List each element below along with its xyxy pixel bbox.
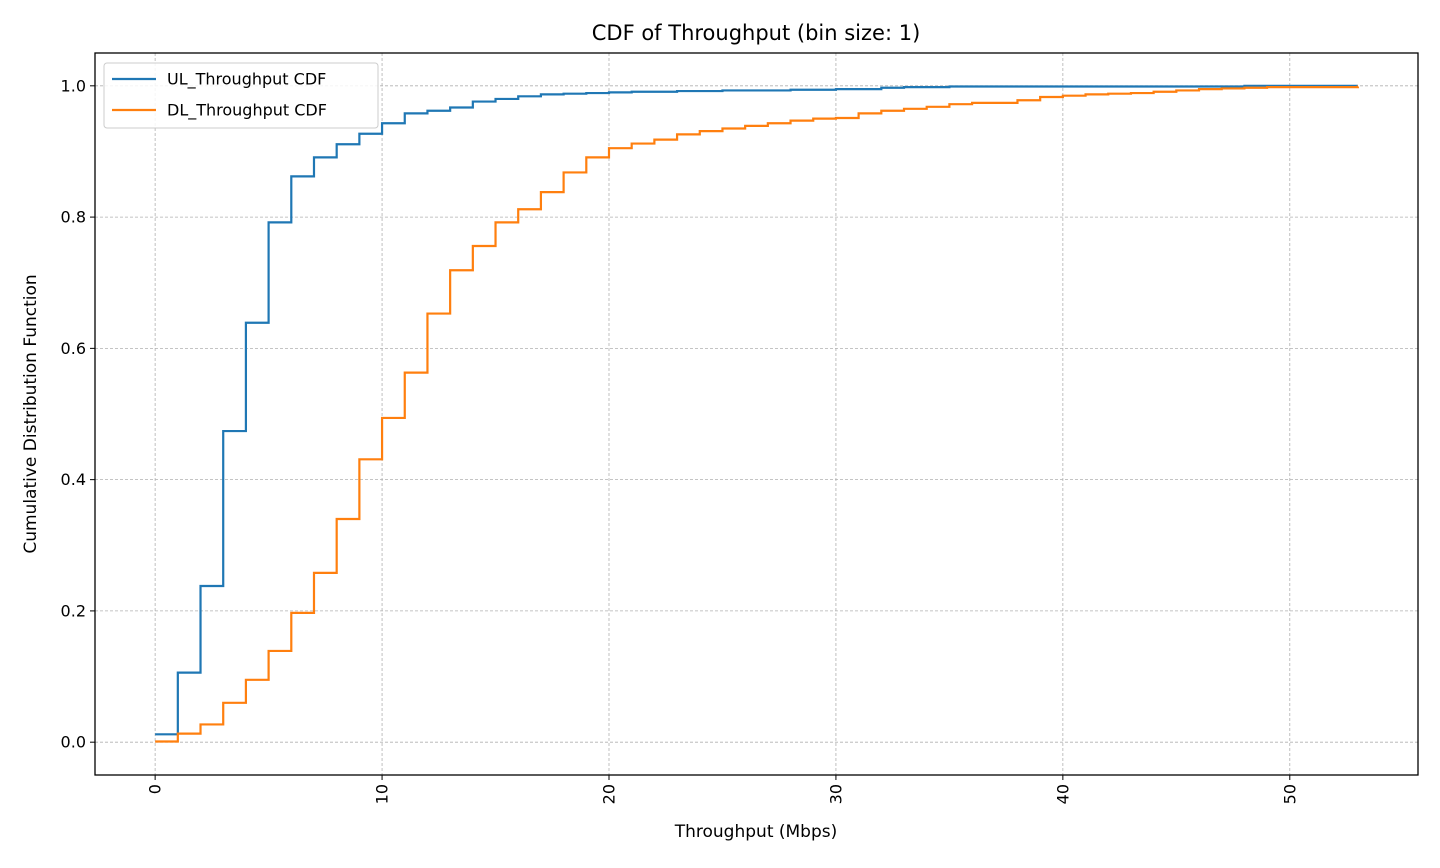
x-tick-label: 40 xyxy=(1053,784,1072,804)
series-layer xyxy=(155,84,1359,743)
y-tick-label: 1.0 xyxy=(61,76,86,95)
plot-frame xyxy=(94,52,1419,776)
legend: UL_Throughput CDF DL_Throughput CDF xyxy=(103,62,379,129)
dl-throughput-cdf-line xyxy=(155,85,1359,743)
y-tick-label: 0.4 xyxy=(61,470,86,489)
x-tick-label: 30 xyxy=(826,784,845,804)
x-tick-label: 10 xyxy=(373,784,392,804)
legend-box xyxy=(103,62,379,129)
legend-label: UL_Throughput CDF xyxy=(167,70,326,90)
x-axis-ticks: 0 10 20 30 40 50 xyxy=(146,775,1299,804)
ul-throughput-cdf-line xyxy=(155,84,1358,736)
x-tick-label: 0 xyxy=(146,784,165,794)
x-tick-label: 50 xyxy=(1280,784,1299,804)
y-tick-label: 0.0 xyxy=(61,733,86,752)
y-tick-label: 0.2 xyxy=(61,601,86,620)
y-tick-label: 0.8 xyxy=(61,208,86,227)
y-axis-label: Cumulative Distribution Function xyxy=(21,274,41,553)
y-tick-label: 0.6 xyxy=(61,339,86,358)
x-tick-label: 20 xyxy=(599,784,618,804)
chart-title: CDF of Throughput (bin size: 1) xyxy=(592,21,921,45)
legend-label: DL_Throughput CDF xyxy=(167,101,327,121)
y-axis-ticks: 0.0 0.2 0.4 0.6 0.8 1.0 xyxy=(61,76,95,752)
x-axis-label: Throughput (Mbps) xyxy=(674,822,838,842)
